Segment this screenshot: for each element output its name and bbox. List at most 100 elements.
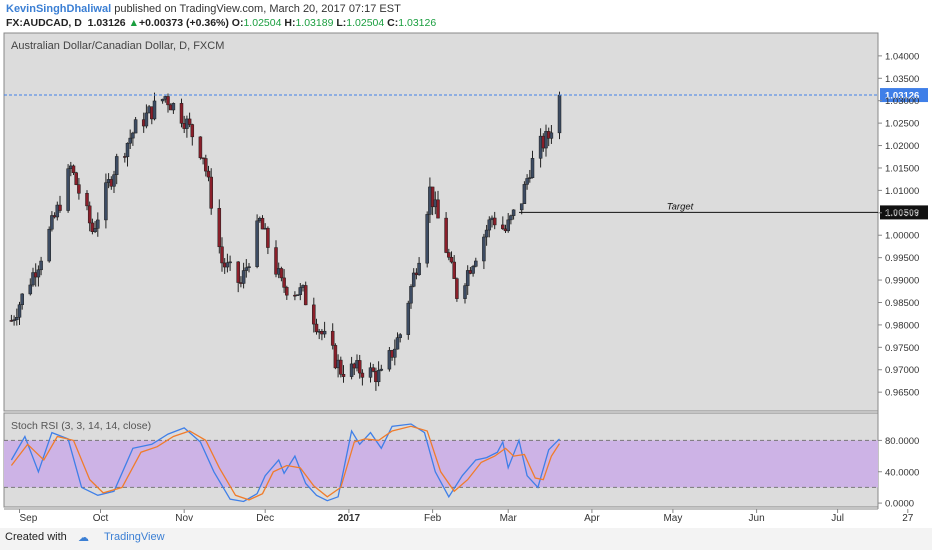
chart-canvas[interactable]: 1.03126 Target 1.00509 1.04000 1.03500 1.030… xyxy=(0,0,932,528)
candle-body xyxy=(244,267,249,271)
low-value: 1.02504 xyxy=(346,17,385,29)
time-tick-label: Nov xyxy=(175,513,193,524)
tradingview-link[interactable]: TradingView xyxy=(104,531,165,543)
candle-body xyxy=(303,285,308,306)
candle-body xyxy=(266,227,270,248)
candle-body xyxy=(465,270,470,286)
price-pane-title: Australian Dollar/Canadian Dollar, D, FX… xyxy=(11,40,224,52)
candle-body xyxy=(87,205,92,224)
price-tick-label: 1.03000 xyxy=(885,96,919,107)
candle-body xyxy=(357,360,362,374)
candle-body xyxy=(112,174,116,187)
stoch-k-line xyxy=(10,423,560,503)
candle-body xyxy=(452,261,456,279)
stoch-d-line xyxy=(10,425,561,501)
time-tick-label: Sep xyxy=(20,513,38,524)
candle-body xyxy=(50,215,54,230)
candle-body xyxy=(484,229,489,238)
author-link[interactable]: KevinSinghDhaliwal xyxy=(6,3,112,15)
candle-body xyxy=(241,270,246,284)
candle-body xyxy=(190,124,195,138)
target-label: Target xyxy=(667,201,694,212)
high-label: H: xyxy=(284,17,296,29)
time-tick-label: 27 xyxy=(902,513,914,524)
candle-body xyxy=(341,374,346,377)
candle-body xyxy=(447,252,451,258)
candle-body xyxy=(406,302,411,335)
candle-body xyxy=(322,330,327,335)
candle-body xyxy=(368,367,373,378)
candle-body xyxy=(17,304,22,318)
candle-body xyxy=(90,222,95,232)
candle-body xyxy=(74,172,78,185)
candle-body xyxy=(77,184,81,194)
time-tick-label: Jul xyxy=(831,513,844,524)
candle-body xyxy=(522,184,527,204)
osc-tick-label: 40.0000 xyxy=(885,467,919,478)
candle-body xyxy=(198,136,203,159)
time-tick-label: May xyxy=(663,513,682,524)
candle-body xyxy=(395,337,400,350)
candle-body xyxy=(379,368,384,371)
candle-body xyxy=(393,348,397,358)
candle-body xyxy=(47,228,51,262)
candle-body xyxy=(471,266,475,274)
open-value: 1.02504 xyxy=(243,17,282,29)
symbol-label: FX:AUDCAD, D xyxy=(6,17,82,29)
candle-body xyxy=(128,137,132,144)
price-tick-label: 1.02500 xyxy=(885,119,919,130)
price-tick-label: 1.00000 xyxy=(885,231,919,242)
price-tick-label: 0.97500 xyxy=(885,343,919,354)
candle-body xyxy=(330,330,335,346)
candle-body xyxy=(436,199,440,219)
candle-body xyxy=(206,170,211,178)
last-price-badge-label: 1.03126 xyxy=(885,91,919,102)
candle-body xyxy=(260,217,265,230)
candle-body xyxy=(506,219,510,232)
price-tick-label: 1.02000 xyxy=(885,141,919,152)
time-tick-label: Apr xyxy=(584,513,600,524)
candle-body xyxy=(312,304,316,325)
last-price: 1.03126 xyxy=(87,17,126,29)
osc-tick-label: 80.0000 xyxy=(885,436,919,447)
target-price-badge xyxy=(880,205,928,220)
candle-body xyxy=(228,261,232,264)
time-tick-label: Jun xyxy=(749,513,765,524)
target-price-label: 1.00509 xyxy=(885,208,919,219)
candle-body xyxy=(20,293,24,305)
candle-body xyxy=(66,168,70,211)
candle-body xyxy=(339,359,343,375)
osc-tick-label: 0.0000 xyxy=(885,499,914,510)
cloud-icon: ☁ xyxy=(78,532,89,544)
candle-body xyxy=(209,176,213,209)
candle-body xyxy=(255,220,259,267)
price-tick-label: 1.04000 xyxy=(885,51,919,62)
price-tick-label: 1.00500 xyxy=(885,208,919,219)
candle-body xyxy=(349,363,354,377)
open-label: O: xyxy=(231,17,244,29)
price-tick-label: 0.96500 xyxy=(885,388,919,399)
candle-body xyxy=(430,186,435,208)
candle-body xyxy=(279,268,284,279)
candle-body xyxy=(274,247,278,275)
publish-info: KevinSinghDhaliwal published on TradingV… xyxy=(6,3,401,15)
candle-body xyxy=(519,203,524,211)
candle-body xyxy=(417,262,421,276)
candle-body xyxy=(444,217,448,253)
candle-body xyxy=(285,287,289,296)
candle-body xyxy=(492,217,497,226)
price-pane[interactable] xyxy=(3,32,879,412)
time-tick-label: 2017 xyxy=(338,513,361,524)
candle-body xyxy=(530,158,535,178)
candle-body xyxy=(131,132,135,139)
stoch-band xyxy=(4,440,878,488)
high-value: 1.03189 xyxy=(295,17,334,29)
low-label: L: xyxy=(336,17,347,29)
up-arrow-icon: ▲ xyxy=(128,17,139,29)
price-tick-label: 0.99000 xyxy=(885,276,919,287)
candle-body xyxy=(398,334,402,338)
price-tick-label: 1.03500 xyxy=(885,74,919,85)
candle-body xyxy=(225,262,230,268)
footer-bar: Created with ☁ TradingView xyxy=(0,528,932,550)
last-price-badge xyxy=(880,88,928,103)
